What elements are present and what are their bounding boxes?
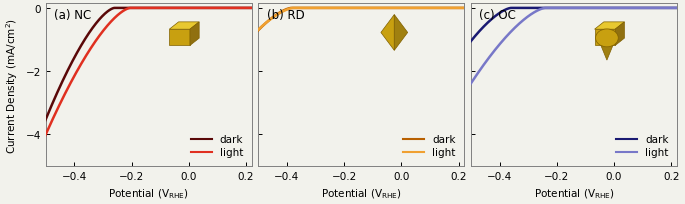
Polygon shape xyxy=(169,23,199,30)
Polygon shape xyxy=(381,16,395,51)
Text: (a) NC: (a) NC xyxy=(54,9,91,22)
X-axis label: Potential (V$_{\mathrm{RHE}}$): Potential (V$_{\mathrm{RHE}}$) xyxy=(321,186,402,200)
Legend: dark, light: dark, light xyxy=(613,132,672,161)
Legend: dark, light: dark, light xyxy=(400,132,459,161)
Text: (b) RD: (b) RD xyxy=(266,9,304,22)
Polygon shape xyxy=(395,16,408,51)
Polygon shape xyxy=(169,30,190,46)
Polygon shape xyxy=(598,39,616,61)
Legend: dark, light: dark, light xyxy=(188,132,247,161)
Polygon shape xyxy=(615,23,625,46)
X-axis label: Potential (V$_{\mathrm{RHE}}$): Potential (V$_{\mathrm{RHE}}$) xyxy=(534,186,614,200)
Y-axis label: Current Density (mA/cm$^2$): Current Density (mA/cm$^2$) xyxy=(4,17,20,153)
X-axis label: Potential (V$_{\mathrm{RHE}}$): Potential (V$_{\mathrm{RHE}}$) xyxy=(108,186,189,200)
Polygon shape xyxy=(190,23,199,46)
Text: (c) OC: (c) OC xyxy=(479,9,516,22)
Polygon shape xyxy=(595,23,625,30)
Circle shape xyxy=(595,30,619,48)
Polygon shape xyxy=(595,30,615,46)
